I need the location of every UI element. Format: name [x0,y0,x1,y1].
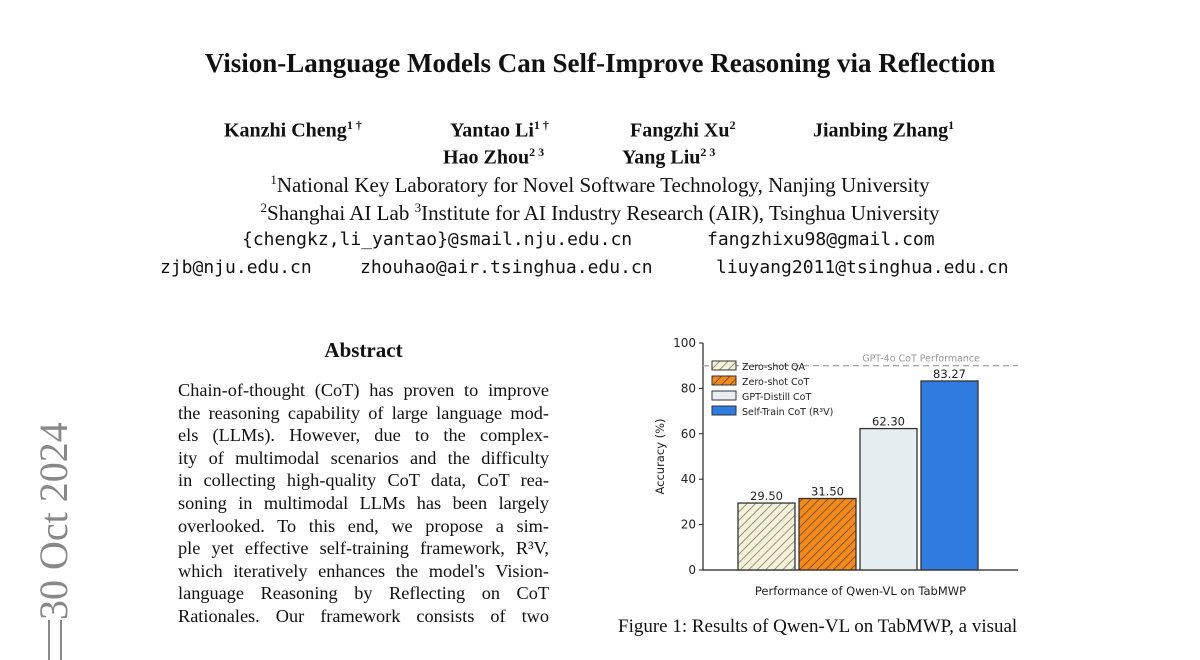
legend-label: Zero-shot CoT [742,377,809,388]
email[interactable]: zhouhao@air.tsinghua.edu.cn [360,257,653,278]
abstract-line: els (LLMs). However, due to the complex- [178,425,549,446]
bar [737,502,796,571]
abstract-line: ity of multimodal scenarios and the diff… [178,447,549,468]
bar [920,380,979,571]
affiliation-sup: 3 [414,200,422,215]
affiliation-text: National Key Laboratory for Novel Softwa… [276,173,930,197]
abstract-line: in collecting high-quality CoT data, CoT… [178,470,549,491]
legend-swatch [711,375,737,386]
author-name: Yang Liu [622,146,701,169]
abstract-line: ple yet effective self-training framewor… [178,538,549,559]
email[interactable]: {chengkz,li_yantao}@smail.nju.edu.cn [242,229,633,250]
bar-value-label: 31.50 [811,484,844,498]
legend-swatch [711,390,737,401]
legend-swatch [711,360,737,371]
arxiv-date: 30 Oct 2024 [31,422,76,620]
bar [798,497,857,571]
affiliation-sup: 2 [260,200,268,215]
author: Hao Zhou2 3 [443,145,544,170]
abstract-line: the reasoning capability of large langua… [178,402,549,423]
bar-value-label: 83.27 [933,367,966,381]
author-name: Jianbing Zhang [813,119,949,142]
affiliation-text: Institute for AI Industry Research (AIR)… [421,201,940,225]
author: Yantao Li1 † [450,118,549,143]
y-tick-label: 0 [688,563,696,577]
author: Jianbing Zhang1 [813,118,954,143]
x-axis-label: Performance of Qwen-VL on TabMWP [755,584,966,598]
abstract-line: language Reasoning by Reflecting on CoT [178,583,549,604]
author: Yang Liu2 3 [622,145,715,170]
arxiv-stamp: 30 Oct 2024 [20,420,80,660]
abstract-line: Rationales. Our framework consists of tw… [178,605,549,626]
author-affiliation-mark: 2 3 [700,145,716,159]
author-affiliation-mark: 1 [948,118,955,132]
paper-title: Vision-Language Models Can Self-Improve … [204,48,996,78]
abstract-line: Chain-of-thought (CoT) has proven to imp… [178,380,549,400]
legend-label: GPT-Distill CoT [742,392,811,403]
author-affiliation-mark: 1 † [346,118,362,132]
y-tick-label: 60 [681,427,696,441]
figure-1-chart: 0 20 40 60 80 100 Accuracy (%) Performance of Q… [653,336,1018,598]
y-tick-label: 40 [681,472,696,486]
figure-caption: Figure 1: Results of Qwen-VL on TabMWP, … [618,616,1018,637]
reference-line-label: GPT-4o CoT Performance [862,354,980,365]
author-name: Yantao Li [450,119,534,142]
author-affiliation-mark: 1 † [533,118,549,132]
abstract-line: soning in multimodal LLMs has been large… [178,492,549,513]
author-name: Hao Zhou [443,146,530,169]
legend-label: Zero-shot QA [742,362,805,373]
legend-swatch [711,405,737,416]
abstract-line: overlooked. To this end, we propose a si… [178,515,549,536]
email[interactable]: zjb@nju.edu.cn [160,257,312,278]
affiliation-text: Shanghai AI Lab [267,201,415,225]
author-affiliation-mark: 2 3 [529,145,545,159]
email[interactable]: fangzhixu98@gmail.com [707,229,935,250]
abstract-line: which iteratively enhances the model's V… [178,560,549,581]
y-tick-label: 80 [681,381,696,395]
affiliation-1: 1National Key Laboratory for Novel Softw… [0,172,1200,198]
author-affiliation-mark: 2 [729,118,736,132]
bar-value-label: 29.50 [750,489,783,503]
author-name: Kanzhi Cheng [224,119,347,142]
author: Fangzhi Xu2 [630,118,735,143]
affiliation-2: 2Shanghai AI Lab 3Institute for AI Indus… [0,200,1200,226]
y-axis-label: Accuracy (%) [653,418,667,494]
y-tick-label: 20 [681,518,696,532]
author: Kanzhi Cheng1 † [224,118,362,143]
legend-label: Self-Train CoT (R³V) [742,407,833,418]
bar [859,427,918,571]
author-name: Fangzhi Xu [630,119,730,142]
bar-value-label: 62.30 [872,415,905,429]
y-tick-label: 100 [673,336,696,350]
abstract-heading: Abstract [324,338,403,362]
abstract-body: Chain-of-thought (CoT) has proven to imp… [178,379,549,628]
email[interactable]: liuyang2011@tsinghua.edu.cn [716,257,1009,278]
arxiv-stamp-bar [48,620,62,660]
affiliation-sup: 1 [270,172,277,187]
